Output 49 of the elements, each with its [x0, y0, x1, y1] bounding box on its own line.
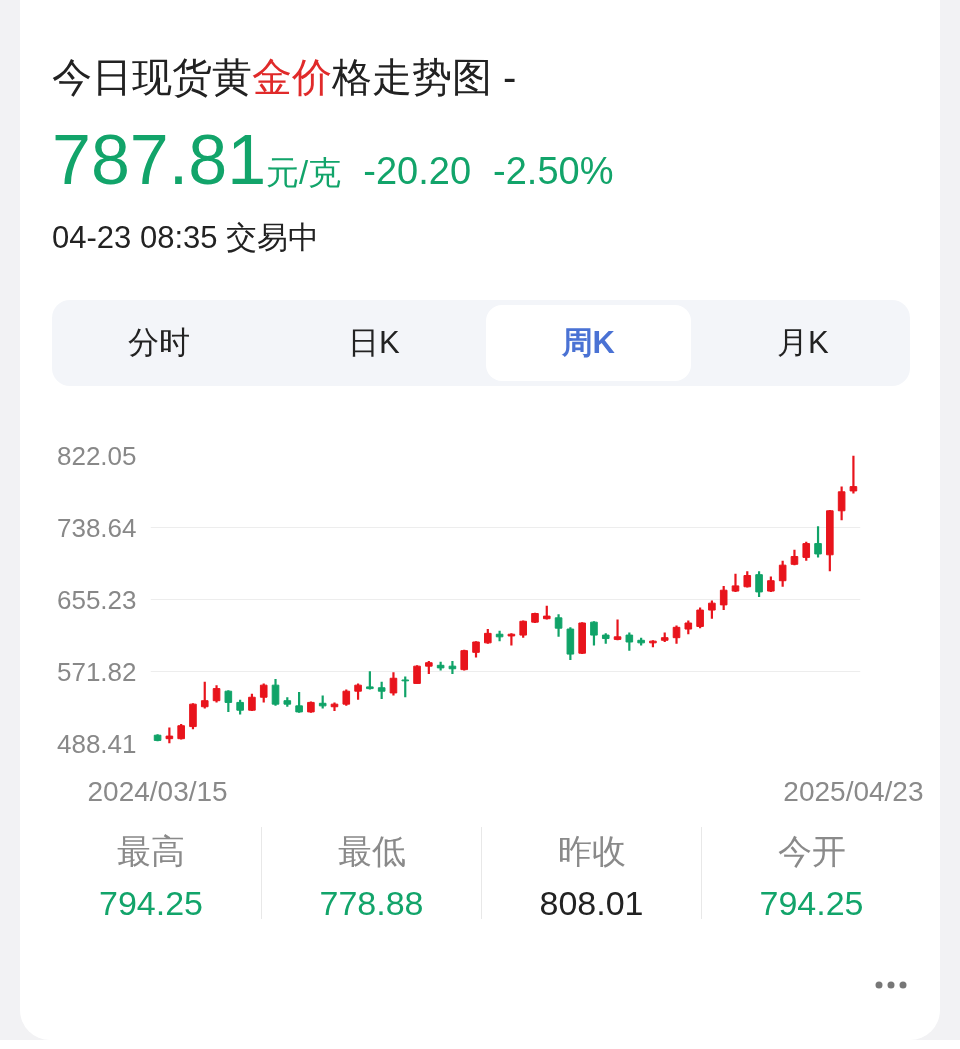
- candlestick: [271, 678, 280, 707]
- text: 最低: [336, 831, 407, 872]
- x-tick-label: 2025/04/23: [783, 775, 924, 807]
- candlestick: [849, 455, 858, 495]
- y-tick-label: 738.64: [56, 512, 137, 543]
- text: 778.88: [318, 883, 425, 924]
- candlestick: [224, 689, 233, 714]
- text: -2.50%: [493, 150, 614, 192]
- candlestick: [708, 599, 716, 620]
- candlestick: [672, 624, 681, 645]
- x-tick-label: 2024/03/15: [87, 775, 228, 807]
- text: 昨收: [556, 831, 627, 872]
- text: 808.01: [538, 883, 645, 924]
- text: 今开: [776, 831, 847, 872]
- label: 分时: [128, 323, 191, 362]
- candlestick: [837, 485, 846, 522]
- label: 日K: [347, 323, 400, 362]
- candlestick: [802, 540, 811, 562]
- text: 787.81: [52, 121, 267, 199]
- y-tick-label: 571.82: [56, 656, 137, 687]
- text: 794.25: [758, 883, 865, 924]
- candlestick: [448, 659, 457, 676]
- candlestick: [189, 702, 197, 731]
- candlestick: [778, 559, 787, 588]
- candlestick: [625, 631, 634, 652]
- y-tick-label: 822.05: [56, 440, 137, 471]
- y-tick-label: 488.41: [56, 728, 137, 759]
- text: 04-23 08:35 交易中: [52, 219, 320, 257]
- candlestick: [401, 675, 410, 699]
- candlestick: [814, 525, 822, 559]
- candlestick: [696, 606, 704, 630]
- candlestick: [259, 682, 268, 704]
- y-tick-label: 655.23: [56, 584, 137, 615]
- text: 元/克: [266, 154, 342, 191]
- candlestick: [389, 671, 398, 697]
- candlestick: [755, 570, 763, 599]
- candlestick: [413, 664, 421, 685]
- candlestick: [554, 613, 563, 638]
- text: 最高: [116, 831, 186, 872]
- text: 794.25: [98, 883, 204, 924]
- candlestick: [200, 680, 209, 710]
- label: 周K: [561, 323, 615, 362]
- candlestick: [590, 620, 598, 647]
- candlestick: [295, 690, 303, 714]
- candlestick: [719, 584, 728, 612]
- text: -20.20: [363, 150, 472, 192]
- chart-title: 今日现货黄金价格走势图 -: [52, 54, 517, 101]
- candlestick: [731, 572, 740, 594]
- label: 月K: [776, 323, 829, 362]
